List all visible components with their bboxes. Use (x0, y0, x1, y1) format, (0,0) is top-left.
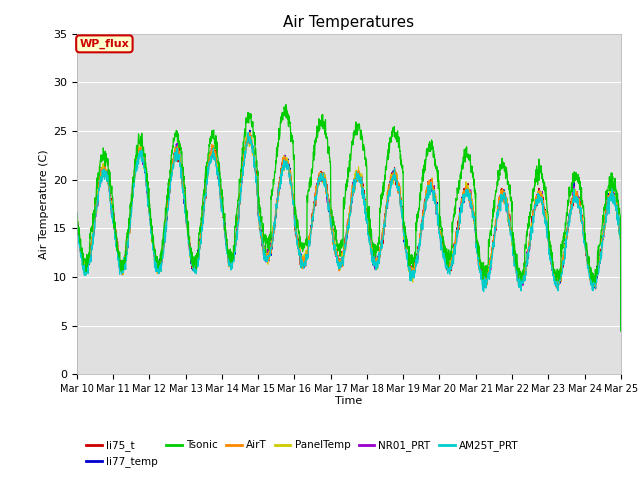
X-axis label: Time: Time (335, 396, 362, 406)
Title: Air Temperatures: Air Temperatures (284, 15, 414, 30)
Text: WP_flux: WP_flux (79, 39, 129, 49)
Y-axis label: Air Temperature (C): Air Temperature (C) (39, 149, 49, 259)
Legend: li75_t, li77_temp, Tsonic, AirT, PanelTemp, NR01_PRT, AM25T_PRT: li75_t, li77_temp, Tsonic, AirT, PanelTe… (82, 436, 522, 471)
